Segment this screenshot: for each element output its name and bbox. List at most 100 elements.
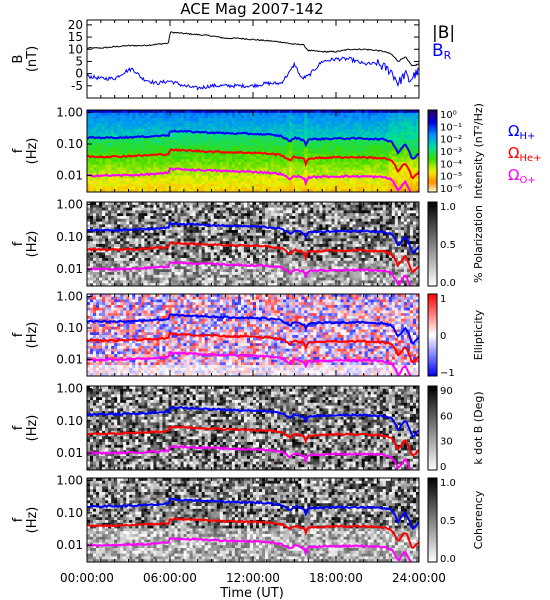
spectrogram-cell	[274, 159, 278, 163]
spectrogram-cell	[135, 178, 139, 182]
spectrogram-cell	[93, 131, 97, 135]
spectrogram-cell	[198, 115, 202, 119]
spectrogram-cell	[388, 151, 393, 155]
spectrogram-cell	[147, 170, 151, 174]
spectrogram-cell	[313, 178, 317, 182]
spectrogram-cell	[147, 181, 151, 185]
spectrogram-cell	[141, 207, 145, 211]
spectrogram-cell	[177, 202, 181, 206]
spectrogram-cell	[168, 164, 172, 168]
spectrogram-cell	[177, 140, 181, 144]
spectrogram-cell	[213, 249, 218, 253]
spectrogram-cell	[216, 269, 221, 273]
spectrogram-cell	[319, 181, 323, 185]
spectrogram-cell	[340, 164, 344, 168]
spectrogram-cell	[144, 142, 148, 146]
spectrogram-cell	[132, 137, 136, 141]
spectrogram-cell	[99, 207, 103, 211]
spectrogram-cell	[177, 181, 181, 185]
spectrogram-cell	[349, 110, 353, 114]
spectrogram-cell	[162, 232, 166, 236]
spectrogram-cell	[87, 112, 91, 116]
spectrogram-cell	[102, 263, 106, 267]
spectrogram-cell	[301, 164, 305, 168]
spectrogram-cell	[283, 161, 287, 165]
colorbar-tick-label: 10⁻⁵	[440, 172, 462, 183]
spectrogram-cell	[325, 120, 329, 124]
spectrogram-cell	[168, 170, 172, 174]
spectrogram-cell	[186, 159, 190, 163]
spectrogram-cell	[289, 120, 293, 124]
spectrogram-cell	[280, 131, 284, 135]
spectrogram-cell	[213, 266, 218, 270]
spectrogram-cell	[361, 159, 365, 163]
spectrogram-cell	[340, 110, 344, 114]
spectrogram-cell	[90, 232, 94, 236]
spectrogram-cell	[93, 153, 97, 157]
spectrogram-cell	[207, 181, 212, 185]
spectrogram-cell	[165, 230, 169, 234]
colorbar-cell	[428, 124, 437, 127]
spectrogram-cell	[280, 145, 284, 149]
spectrogram-cell	[108, 186, 112, 190]
spectrogram-cell	[138, 159, 142, 163]
spectrogram-cell	[210, 260, 215, 264]
spectrogram-cell	[126, 230, 130, 234]
spectrogram-cell	[93, 269, 97, 273]
spectrogram-cell	[253, 145, 257, 149]
spectrogram-cell	[391, 115, 396, 119]
spectrogram-cell	[102, 202, 106, 206]
spectrogram-cell	[379, 131, 384, 135]
spectrogram-cell	[132, 277, 136, 281]
spectrogram-cell	[231, 134, 236, 138]
spectrogram-cell	[135, 274, 139, 278]
spectrogram-cell	[292, 189, 296, 192]
spectrogram-cell	[156, 115, 160, 119]
colorbar-label: Intensity (nT²/Hz)	[472, 103, 485, 199]
spectrogram-cell	[102, 161, 106, 165]
spectrogram-cell	[99, 244, 103, 248]
spectrogram-cell	[210, 269, 215, 273]
spectrogram-cell	[246, 178, 251, 182]
spectrogram-cell	[177, 283, 181, 286]
spectrogram-cell	[222, 172, 227, 176]
spectrogram-cell	[90, 112, 94, 116]
spectrogram-cell	[286, 170, 290, 174]
spectrogram-cell	[132, 156, 136, 160]
spectrogram-cell	[105, 183, 109, 187]
spectrogram-cell	[93, 241, 97, 245]
spectrogram-cell	[105, 145, 109, 149]
spectrogram-cell	[174, 131, 178, 135]
spectrogram-cell	[165, 126, 169, 130]
spectrogram-cell	[307, 126, 311, 130]
spectrogram-cell	[283, 118, 287, 122]
spectrogram-cell	[289, 189, 293, 192]
spectrogram-cell	[99, 148, 103, 152]
spectrogram-cell	[177, 272, 181, 276]
spectrogram-cell	[102, 126, 106, 130]
spectrogram-cell	[102, 235, 106, 239]
spectrogram-cell	[87, 258, 91, 262]
spectrogram-cell	[397, 181, 402, 185]
spectrogram-cell	[256, 148, 260, 152]
spectrogram-cell	[120, 170, 124, 174]
spectrogram-cell	[277, 151, 281, 155]
spectrogram-cell	[129, 238, 133, 242]
spectrogram-cell	[316, 140, 320, 144]
spectrogram-cell	[165, 244, 169, 248]
spectrogram-cell	[189, 246, 193, 250]
colorbar-cell	[428, 175, 437, 178]
spectrogram-cell	[195, 258, 199, 262]
spectrogram-cell	[108, 204, 112, 208]
spectrogram-cell	[156, 249, 160, 253]
spectrogram-cell	[222, 123, 227, 127]
spectrogram-cell	[265, 115, 269, 119]
spectrogram-cell	[183, 183, 187, 187]
spectrogram-cell	[120, 255, 124, 259]
spectrogram-cell	[406, 164, 411, 168]
spectrogram-cell	[204, 221, 209, 225]
spectrogram-cell	[301, 134, 305, 138]
spectrogram-cell	[93, 129, 97, 133]
spectrogram-cell	[415, 131, 419, 135]
spectrogram-cell	[180, 123, 184, 127]
